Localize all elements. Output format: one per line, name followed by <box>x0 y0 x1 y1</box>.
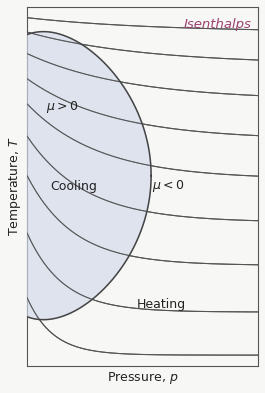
Text: Isenthalps: Isenthalps <box>183 18 251 31</box>
Text: Cooling: Cooling <box>50 180 97 193</box>
X-axis label: Pressure, $p$: Pressure, $p$ <box>107 370 178 386</box>
Text: $\mu < 0$: $\mu < 0$ <box>152 178 184 195</box>
Text: $\mu > 0$: $\mu > 0$ <box>46 99 78 116</box>
Text: Heating: Heating <box>136 298 185 311</box>
Polygon shape <box>27 31 151 320</box>
Y-axis label: Temperature, $T$: Temperature, $T$ <box>7 136 23 237</box>
